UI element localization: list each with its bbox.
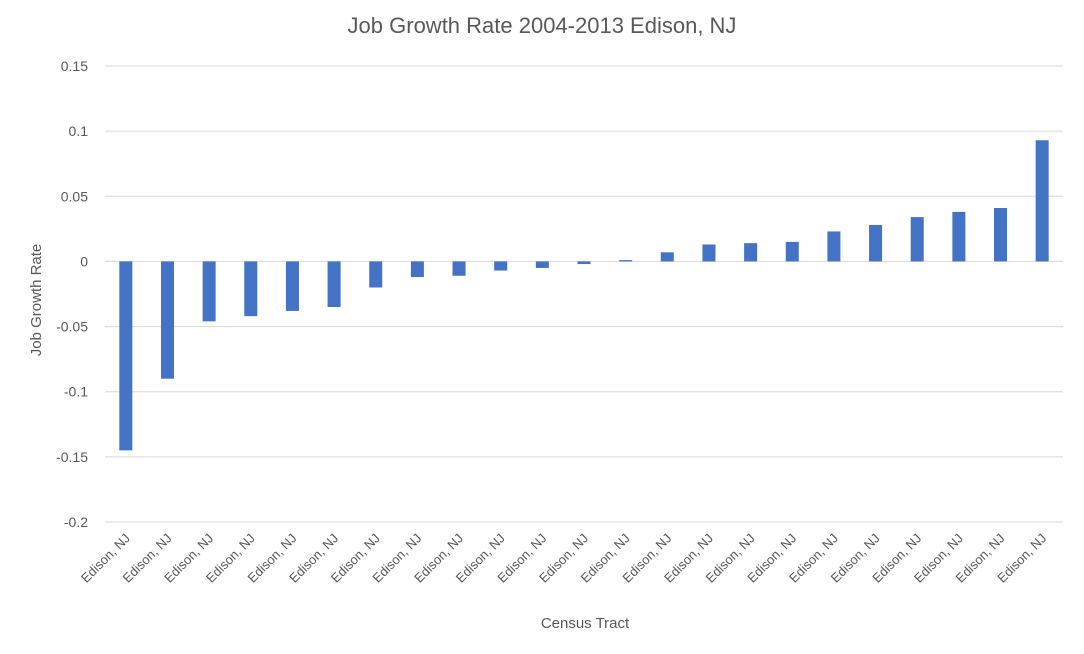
bar: [369, 261, 383, 288]
bar: [119, 261, 133, 451]
bar: [702, 244, 716, 262]
x-axis-title: Census Tract: [541, 615, 630, 632]
bar: [452, 261, 466, 276]
bar: [494, 261, 508, 271]
bar: [202, 261, 216, 322]
bar: [785, 241, 799, 262]
y-tick-label: 0.15: [61, 58, 88, 74]
bar: [285, 261, 299, 311]
bar: [160, 261, 174, 379]
bar: [869, 224, 883, 262]
bar: [952, 211, 966, 262]
bar: [244, 261, 258, 317]
bar: [535, 261, 549, 268]
y-axis-ticks: 0.15 0.1 0.05 0 -0.05 -0.1 -0.15 -0.2: [56, 58, 88, 530]
chart-title: Job Growth Rate 2004-2013 Edison, NJ: [348, 13, 737, 38]
y-axis-title: Job Growth Rate: [28, 244, 45, 357]
y-tick-label: -0.1: [64, 384, 88, 400]
bar: [410, 261, 424, 278]
bar: [744, 243, 758, 262]
bar: [327, 261, 341, 308]
gridlines: [105, 65, 1063, 523]
y-tick-label: 0.1: [69, 123, 89, 139]
bar: [910, 217, 924, 262]
bar: [1035, 140, 1049, 262]
bar: [660, 252, 674, 262]
bar: [994, 208, 1008, 262]
y-tick-label: -0.05: [56, 319, 88, 335]
bar: [619, 260, 633, 262]
y-tick-label: -0.2: [64, 514, 88, 530]
bar: [827, 231, 841, 262]
y-tick-label: -0.15: [56, 449, 88, 465]
bars: [119, 140, 1049, 451]
y-tick-label: 0: [80, 253, 88, 269]
bar: [577, 261, 591, 265]
y-tick-label: 0.05: [61, 188, 88, 204]
